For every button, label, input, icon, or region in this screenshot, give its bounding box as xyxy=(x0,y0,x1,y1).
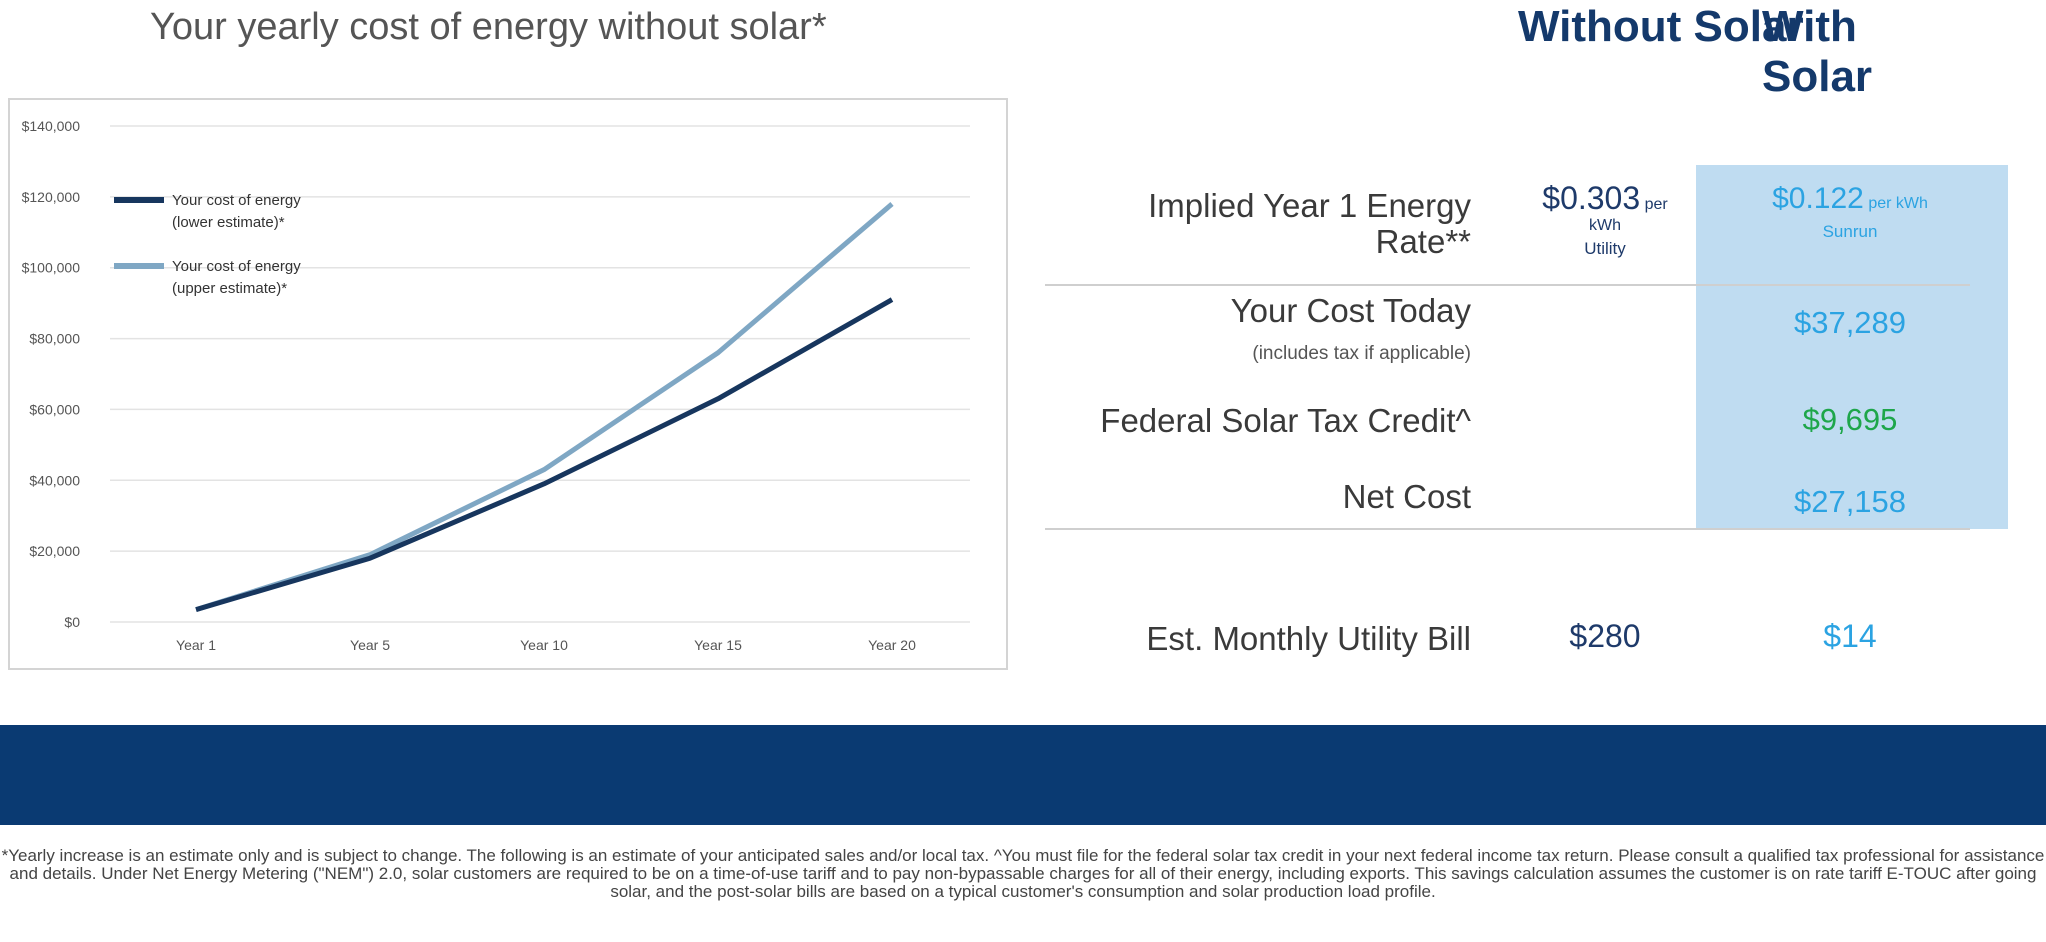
chart-title: Your yearly cost of energy without solar… xyxy=(150,6,827,48)
cost-today-note: (includes tax if applicable) xyxy=(1252,343,1471,364)
tax-credit-label: Federal Solar Tax Credit^ xyxy=(1100,402,1471,439)
tax-credit-value: $9,695 xyxy=(1802,402,1898,437)
y-tick-label: $80,000 xyxy=(29,331,80,347)
disclaimer-footnote: *Yearly increase is an estimate only and… xyxy=(1,846,2045,901)
legend-label: Your cost of energy xyxy=(172,192,301,209)
monthly-bill-with: $14 xyxy=(1823,618,1877,654)
chart-frame: $0 $20,000 $40,000 $60,000 $80,000 $100,000 $1… xyxy=(8,98,1008,670)
legend-label: (upper estimate)* xyxy=(172,280,287,297)
with-rate-unit: per kWh xyxy=(1868,195,1928,212)
x-tick-label: Year 20 xyxy=(868,637,916,653)
divider-top xyxy=(1045,284,1970,286)
sunrun-highlight-box xyxy=(1696,165,2008,529)
y-tick-label: $140,000 xyxy=(22,118,81,134)
without-rate: $0.303 per kWh Utility xyxy=(1530,180,1680,259)
y-tick-label: $100,000 xyxy=(22,260,81,276)
without-rate-value: $0.303 xyxy=(1542,180,1641,216)
divider-bottom xyxy=(1045,528,1970,530)
y-tick-label: $60,000 xyxy=(29,401,80,417)
x-tick-label: Year 10 xyxy=(520,637,568,653)
with-rate: $0.122 per kWh Sunrun xyxy=(1700,182,2000,242)
x-tick-label: Year 15 xyxy=(694,637,742,653)
implied-rate-label: Implied Year 1 Energy Rate** xyxy=(1148,187,1471,260)
line-chart: $0 $20,000 $40,000 $60,000 $80,000 $100,000 $1… xyxy=(22,118,970,653)
cost-today-value: $37,289 xyxy=(1793,305,1907,340)
y-tick-label: $20,000 xyxy=(29,543,80,559)
without-solar-header: Without Solar xyxy=(1518,2,1804,51)
x-tick-label: Year 5 xyxy=(350,637,390,653)
without-rate-source: Utility xyxy=(1584,239,1626,258)
monthly-bill-label: Est. Monthly Utility Bill xyxy=(1146,620,1471,657)
net-cost-value: $27,158 xyxy=(1793,484,1907,519)
cost-today-label: Your Cost Today xyxy=(1230,292,1471,329)
legend-label: Your cost of energy xyxy=(172,258,301,275)
net-cost-label: Net Cost xyxy=(1342,478,1471,515)
with-solar-header: With Solar xyxy=(1762,2,1873,101)
y-tick-label: $40,000 xyxy=(29,472,80,488)
y-tick-label: $120,000 xyxy=(22,189,81,205)
legend-label: (lower estimate)* xyxy=(172,214,285,231)
navy-band xyxy=(0,725,2046,825)
with-rate-value: $0.122 xyxy=(1772,182,1864,215)
x-tick-label: Year 1 xyxy=(176,637,216,653)
series-line xyxy=(195,297,894,612)
without-rate-unit: per kWh xyxy=(1589,196,1668,234)
y-tick-label: $0 xyxy=(64,614,80,630)
with-rate-source: Sunrun xyxy=(1822,222,1878,241)
monthly-bill-without: $280 xyxy=(1569,618,1641,654)
